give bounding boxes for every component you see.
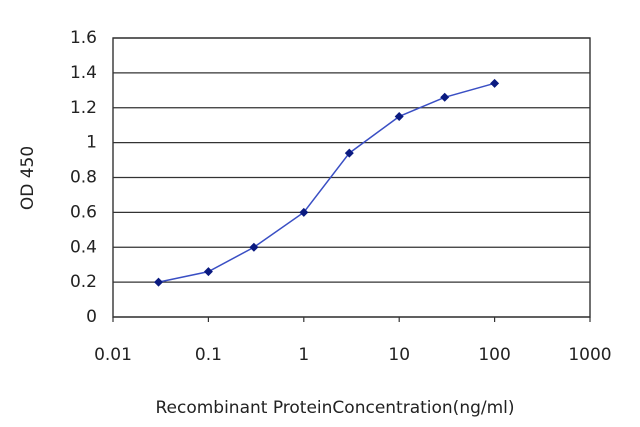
y-tick-label: 0.8 xyxy=(70,168,97,188)
x-tick-label: 0.01 xyxy=(94,345,132,365)
y-tick-label: 1 xyxy=(86,133,97,153)
y-tick-label: 0.4 xyxy=(70,237,97,257)
x-tick-label: 1000 xyxy=(568,345,611,365)
y-tick-label: 0.6 xyxy=(70,202,97,222)
y-tick-label: 1.2 xyxy=(70,98,97,118)
y-tick-label: 0 xyxy=(86,307,97,327)
data-point xyxy=(490,78,500,88)
y-tick-label: 1.4 xyxy=(70,63,97,83)
x-tick-label: 1 xyxy=(298,345,309,365)
data-point xyxy=(203,267,213,277)
data-point xyxy=(440,92,450,102)
plot-frame xyxy=(112,37,591,318)
x-tick-label: 100 xyxy=(478,345,510,365)
data-point xyxy=(249,242,259,252)
data-line xyxy=(158,82,495,283)
data-point xyxy=(154,277,164,287)
y-axis-label: OD 450 xyxy=(18,146,38,210)
y-tick-label: 1.6 xyxy=(70,28,97,48)
data-point xyxy=(299,207,309,217)
x-tick-label: 10 xyxy=(388,345,410,365)
data-point xyxy=(394,111,404,121)
x-axis-label: Recombinant ProteinConcentration(ng/ml) xyxy=(155,398,514,418)
y-tick-label: 0.2 xyxy=(70,272,97,292)
x-tick-label: 0.1 xyxy=(195,345,222,365)
data-point xyxy=(344,148,354,158)
